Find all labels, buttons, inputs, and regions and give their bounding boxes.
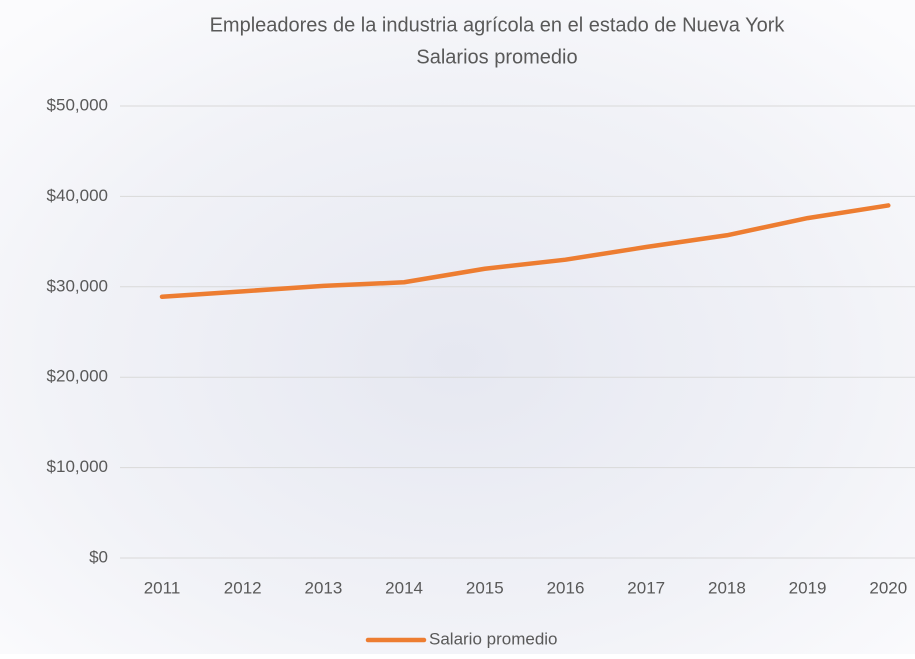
x-tick-label: 2011 [144, 578, 181, 597]
data-line [159, 203, 891, 299]
x-tick-label: 2016 [547, 578, 585, 597]
y-tick-label: $10,000 [47, 457, 108, 476]
chart-subtitle: Salarios promedio [416, 46, 577, 68]
y-tick-label: $0 [89, 547, 108, 566]
x-tick-label: 2017 [627, 578, 665, 597]
chart-title: Empleadores de la industria agrícola en … [210, 14, 786, 36]
x-tick-label: 2014 [385, 578, 423, 597]
y-tick-label: $50,000 [47, 95, 108, 114]
x-tick-label: 2012 [224, 578, 262, 597]
x-tick-label: 2020 [869, 578, 907, 597]
x-tick-label: 2013 [304, 578, 342, 597]
x-tick-label: 2018 [708, 578, 746, 597]
x-tick-label: 2019 [789, 578, 827, 597]
y-tick-label: $40,000 [47, 186, 108, 205]
x-tick-label: 2015 [466, 578, 504, 597]
y-tick-label: $30,000 [47, 276, 108, 295]
y-tick-label: $20,000 [47, 367, 108, 386]
legend-label: Salario promedio [429, 629, 558, 648]
